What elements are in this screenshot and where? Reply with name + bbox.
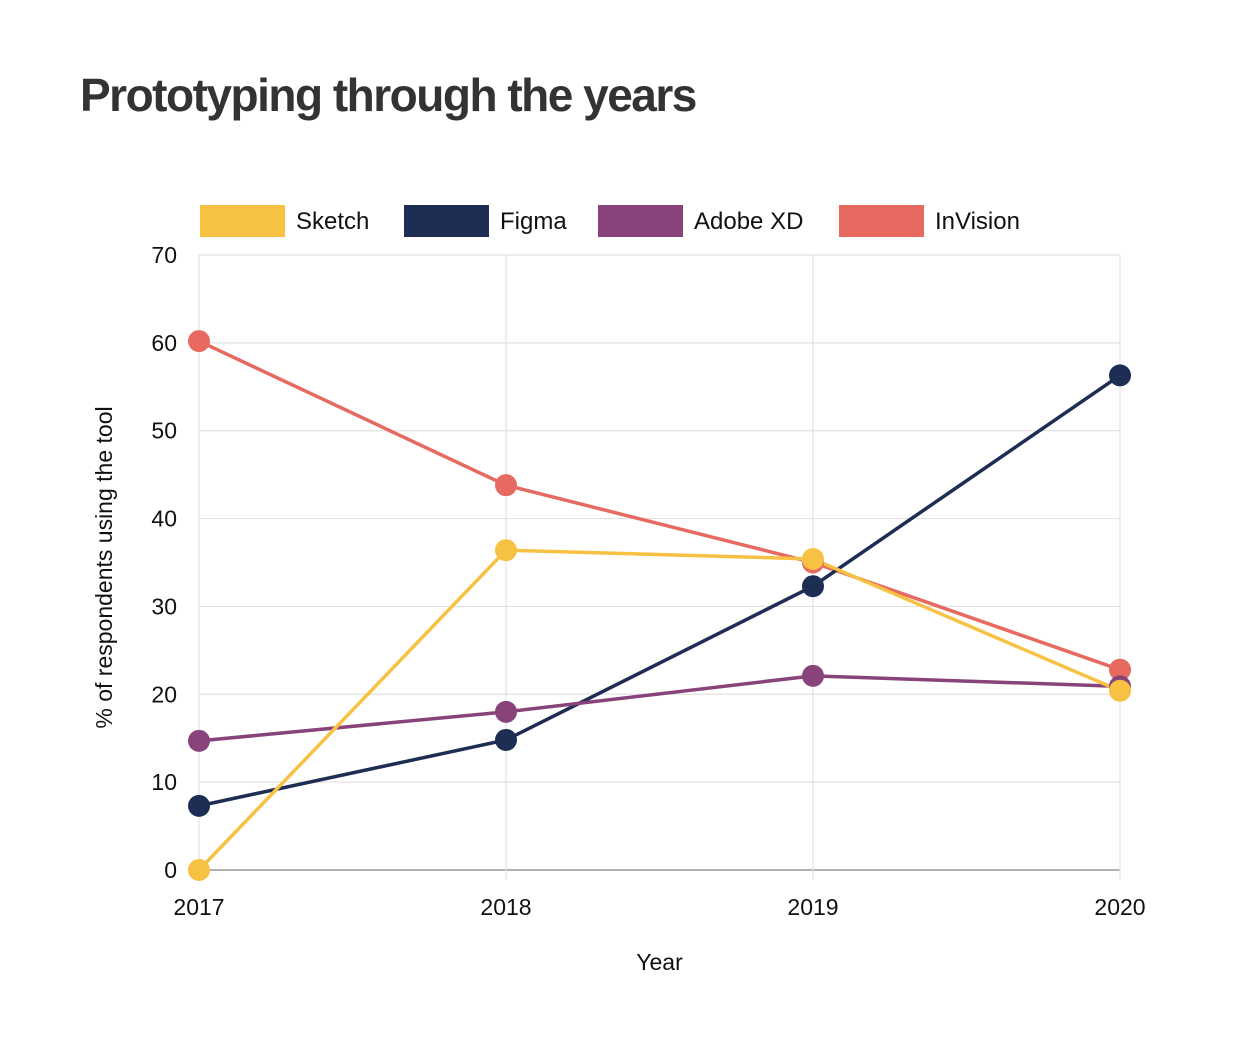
data-point-sketch (188, 859, 210, 881)
data-point-figma (188, 794, 210, 817)
x-tick-label: 2019 (787, 894, 838, 920)
legend-label: InVision (935, 208, 1020, 235)
y-tick-label: 10 (151, 769, 177, 795)
y-tick-label: 70 (151, 242, 177, 268)
data-point-adobe-xd (188, 729, 210, 752)
y-tick-label: 60 (151, 330, 177, 356)
x-tick-label: 2020 (1094, 894, 1145, 920)
data-point-invision (188, 330, 210, 353)
data-point-invision (495, 474, 517, 497)
x-tick-label: 2018 (480, 894, 531, 920)
series-line-invision (198, 339, 1121, 672)
data-point-sketch (802, 547, 824, 570)
data-point-invision (1109, 658, 1131, 681)
y-tick-label: 30 (151, 593, 177, 619)
data-point-figma (495, 728, 517, 751)
legend-swatch (404, 205, 489, 237)
x-tick-label: 2017 (173, 894, 224, 920)
series-line-figma (198, 373, 1121, 808)
series-line-adobe-xd (198, 674, 1121, 743)
y-axis-label: % of respondents using the tool (91, 406, 117, 728)
chart-title: Prototyping through the years (80, 69, 697, 121)
y-tick-label: 40 (151, 506, 177, 532)
y-tick-label: 20 (151, 681, 177, 707)
data-point-adobe-xd (495, 700, 517, 723)
legend-swatch (839, 205, 924, 237)
data-point-sketch (1109, 679, 1131, 702)
legend-label: Sketch (296, 208, 369, 235)
legend-swatch (598, 205, 683, 237)
y-tick-label: 50 (151, 418, 177, 444)
x-axis-label: Year (636, 949, 683, 975)
data-point-adobe-xd (802, 664, 824, 687)
data-point-figma (802, 575, 824, 598)
legend-label: Figma (500, 208, 567, 235)
data-point-figma (1109, 364, 1131, 387)
y-tick-label: 0 (164, 857, 177, 883)
series-line-sketch (197, 548, 1121, 872)
legend-label: Adobe XD (694, 208, 803, 235)
data-point-sketch (495, 539, 517, 562)
legend-swatch (200, 205, 285, 237)
